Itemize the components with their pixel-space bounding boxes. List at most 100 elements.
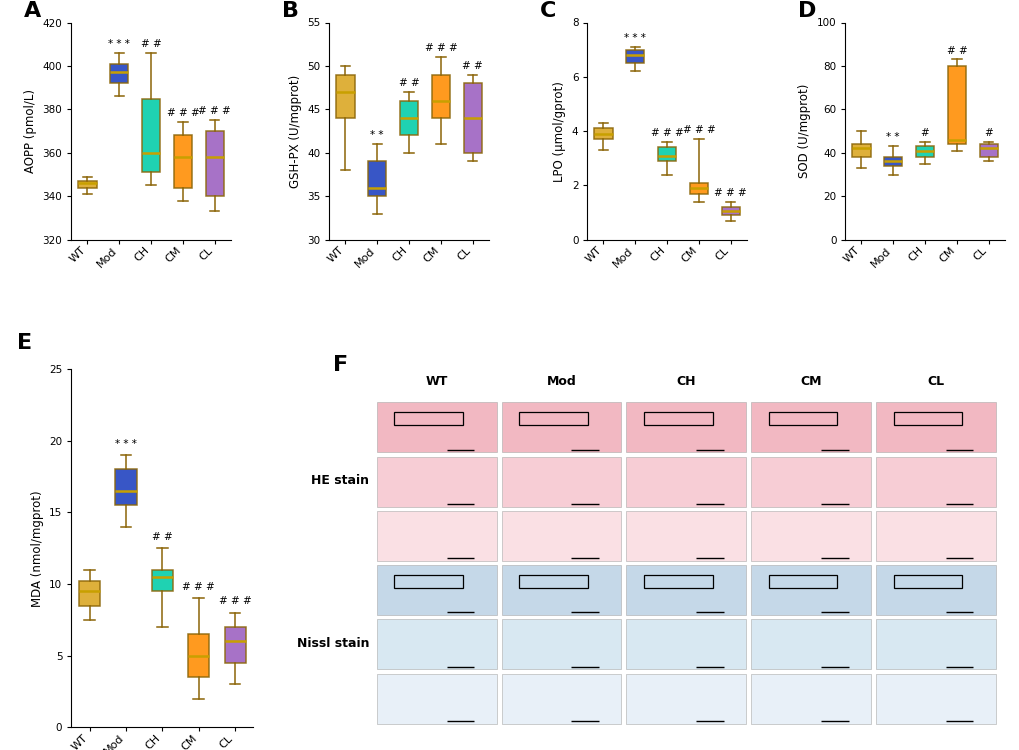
Text: # # #: # # # [198, 106, 231, 116]
Bar [751, 511, 870, 561]
Bar [751, 457, 870, 506]
PathPatch shape [399, 100, 418, 136]
Bar [501, 620, 621, 670]
Bar [376, 566, 496, 615]
PathPatch shape [189, 634, 209, 677]
PathPatch shape [78, 581, 100, 606]
Text: # # #: # # # [166, 109, 199, 118]
Bar [393, 412, 463, 425]
Bar [626, 457, 746, 506]
PathPatch shape [689, 183, 707, 194]
Text: * * *: * * * [115, 439, 137, 448]
Bar [875, 511, 995, 561]
Bar [893, 412, 961, 425]
Text: E: E [16, 333, 32, 353]
PathPatch shape [720, 207, 739, 215]
Bar [875, 457, 995, 506]
PathPatch shape [78, 181, 97, 188]
Text: B: B [281, 1, 299, 21]
PathPatch shape [978, 144, 997, 158]
PathPatch shape [851, 144, 870, 158]
Text: CH: CH [676, 374, 695, 388]
Bar [768, 575, 837, 588]
Text: # #: # # [141, 39, 161, 49]
Text: * *: * * [886, 133, 899, 142]
Bar [376, 511, 496, 561]
Text: Nissl stain: Nissl stain [297, 637, 369, 650]
Bar [376, 457, 496, 506]
Text: # #: # # [152, 532, 172, 542]
Text: #: # [983, 128, 993, 138]
Bar [626, 511, 746, 561]
PathPatch shape [883, 158, 902, 166]
PathPatch shape [110, 64, 128, 83]
Bar [751, 620, 870, 670]
Text: * *: * * [370, 130, 383, 140]
Bar [875, 402, 995, 452]
PathPatch shape [368, 161, 386, 196]
Bar [643, 412, 712, 425]
PathPatch shape [336, 74, 355, 118]
Text: # # #: # # # [182, 582, 215, 592]
Bar [376, 620, 496, 670]
Bar [519, 412, 587, 425]
Y-axis label: MDA (nmol/mgprot): MDA (nmol/mgprot) [31, 490, 44, 607]
Bar [626, 620, 746, 670]
Bar [751, 566, 870, 615]
Bar [376, 674, 496, 724]
Text: # # #: # # # [650, 128, 683, 138]
Bar [893, 575, 961, 588]
Text: WT: WT [425, 374, 447, 388]
PathPatch shape [205, 131, 224, 196]
Bar [626, 566, 746, 615]
PathPatch shape [142, 98, 160, 172]
Text: D: D [797, 1, 815, 21]
Bar [643, 575, 712, 588]
Bar [501, 457, 621, 506]
Bar [501, 402, 621, 452]
Bar [875, 566, 995, 615]
PathPatch shape [152, 570, 173, 591]
PathPatch shape [431, 74, 449, 118]
Bar [501, 566, 621, 615]
Text: F: F [332, 355, 347, 375]
Text: HE stain: HE stain [311, 474, 369, 487]
Bar [501, 674, 621, 724]
Bar [768, 412, 837, 425]
PathPatch shape [915, 146, 933, 158]
PathPatch shape [657, 147, 676, 161]
Bar [875, 674, 995, 724]
Bar [519, 575, 587, 588]
Text: # #: # # [398, 78, 419, 88]
Text: * * *: * * * [624, 33, 645, 43]
Bar [501, 511, 621, 561]
Y-axis label: GSH-PX (U/mgprot): GSH-PX (U/mgprot) [288, 74, 302, 188]
PathPatch shape [463, 83, 482, 153]
Text: # #: # # [946, 46, 966, 56]
Text: # # #: # # # [713, 188, 746, 198]
Text: #: # [920, 128, 928, 138]
Text: A: A [23, 1, 41, 21]
PathPatch shape [626, 50, 644, 63]
Bar [393, 575, 463, 588]
PathPatch shape [173, 136, 192, 188]
Bar [376, 402, 496, 452]
Bar [875, 620, 995, 670]
Bar [626, 402, 746, 452]
Text: CM: CM [800, 374, 821, 388]
Text: CL: CL [926, 374, 944, 388]
PathPatch shape [115, 470, 137, 506]
PathPatch shape [224, 627, 246, 663]
Y-axis label: AOPP (pmol/L): AOPP (pmol/L) [24, 89, 37, 173]
Text: * * *: * * * [108, 39, 130, 49]
Text: # # #: # # # [218, 596, 252, 607]
Text: C: C [539, 1, 555, 21]
Y-axis label: SOD (U/mgprot): SOD (U/mgprot) [798, 84, 810, 178]
Bar [751, 674, 870, 724]
PathPatch shape [947, 66, 965, 144]
PathPatch shape [593, 128, 612, 140]
Text: # # #: # # # [682, 125, 714, 135]
Y-axis label: LPO (μmol/gprot): LPO (μmol/gprot) [552, 81, 566, 182]
Text: # # #: # # # [424, 44, 457, 53]
Text: Mod: Mod [546, 374, 576, 388]
